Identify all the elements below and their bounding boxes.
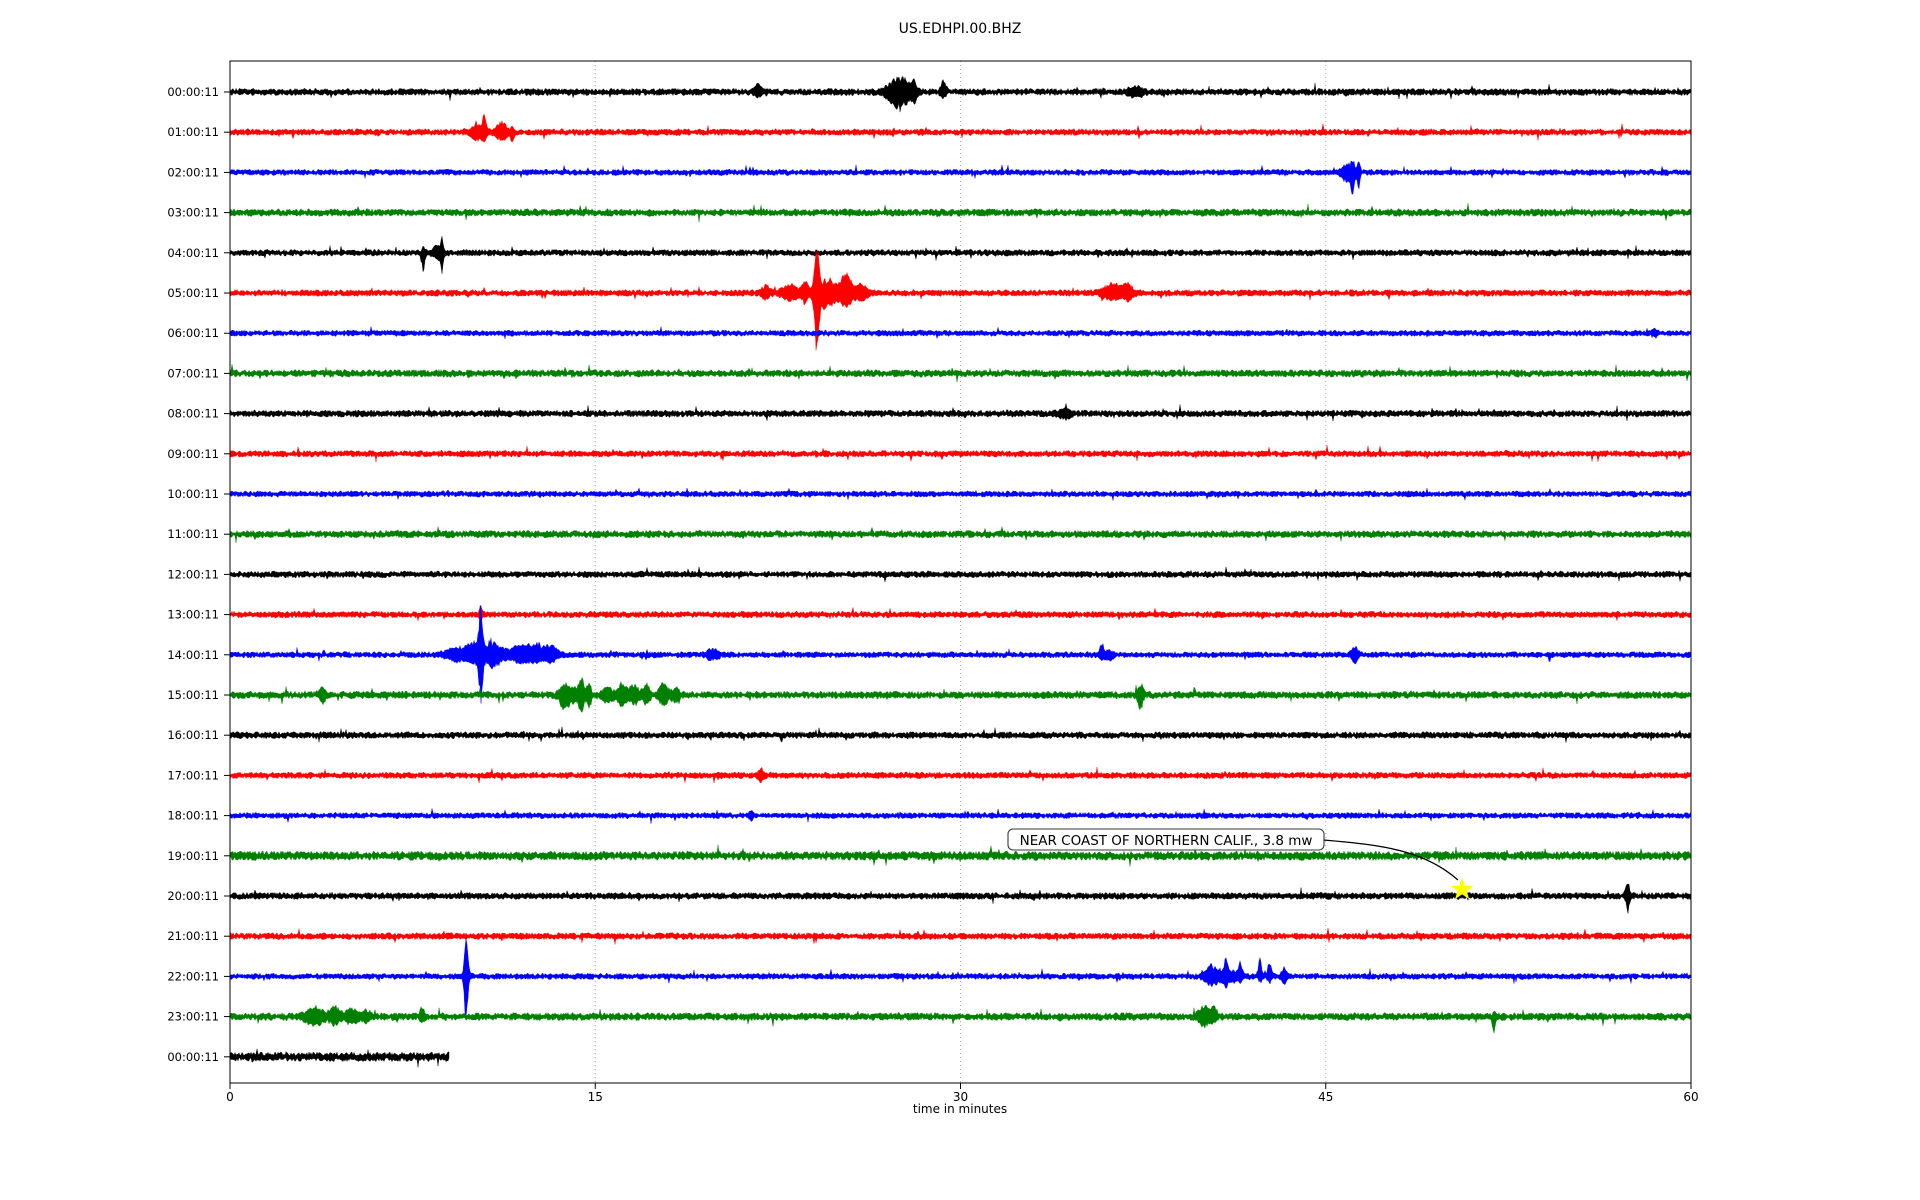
plot-frame xyxy=(229,60,1692,1084)
trace-row-14 xyxy=(229,605,1692,704)
trace-row-7 xyxy=(229,364,1692,383)
row-time-label: 06:00:11 xyxy=(167,326,219,340)
row-time-label: 23:00:11 xyxy=(167,1010,219,1024)
row-time-label: 05:00:11 xyxy=(167,286,219,300)
row-time-label: 03:00:11 xyxy=(167,206,219,220)
row-time-label: 13:00:11 xyxy=(167,608,219,622)
x-tick-label: 0 xyxy=(226,1090,234,1104)
row-time-label: 17:00:11 xyxy=(167,768,219,782)
row-time-label: 02:00:11 xyxy=(167,165,219,179)
x-tick-label: 60 xyxy=(1683,1090,1698,1104)
row-time-label: 11:00:11 xyxy=(167,527,219,541)
x-tick-label: 45 xyxy=(1318,1090,1333,1104)
trace-row-1 xyxy=(229,113,1692,143)
row-time-label: 00:00:11 xyxy=(167,85,219,99)
trace-row-8 xyxy=(229,403,1692,422)
row-time-label: 00:00:11 xyxy=(167,1050,219,1064)
row-time-label: 04:00:11 xyxy=(167,246,219,260)
trace-row-9 xyxy=(229,445,1692,463)
annotation-box xyxy=(1007,828,1325,851)
trace-row-24 xyxy=(229,1048,450,1068)
trace-row-13 xyxy=(229,606,1692,622)
annotation-arrow xyxy=(1322,839,1459,881)
row-time-label: 21:00:11 xyxy=(167,929,219,943)
row-time-label: 18:00:11 xyxy=(167,809,219,823)
trace-row-15 xyxy=(229,676,1692,713)
earthquake-annotation: NEAR COAST OF NORTHERN CALIF., 3.8 mw xyxy=(1007,828,1474,900)
trace-layer xyxy=(229,76,1692,1068)
trace-row-19 xyxy=(229,844,1692,867)
row-time-label: 08:00:11 xyxy=(167,407,219,421)
x-tick-label: 15 xyxy=(588,1090,603,1104)
row-time-label: 12:00:11 xyxy=(167,567,219,581)
chart-title: US.EDHPI.00.BHZ xyxy=(899,21,1022,37)
row-time-label: 19:00:11 xyxy=(167,849,219,863)
event-star-marker xyxy=(1450,877,1474,900)
row-time-label: 01:00:11 xyxy=(167,125,219,139)
row-time-label: 16:00:11 xyxy=(167,728,219,742)
trace-row-3 xyxy=(229,203,1692,223)
row-time-label: 10:00:11 xyxy=(167,487,219,501)
row-time-label: 14:00:11 xyxy=(167,648,219,662)
annotation-text: NEAR COAST OF NORTHERN CALIF., 3.8 mw xyxy=(1020,833,1313,849)
row-time-label: 07:00:11 xyxy=(167,366,219,380)
row-time-label: 20:00:11 xyxy=(167,889,219,903)
x-tick-label: 30 xyxy=(953,1090,968,1104)
trace-row-22 xyxy=(229,937,1692,1019)
row-time-label: 09:00:11 xyxy=(167,447,219,461)
row-time-label: 15:00:11 xyxy=(167,688,219,702)
x-axis-label: time in minutes xyxy=(913,1102,1007,1116)
axis-layer: 0 15 30 45 60 00:00:11 01:00:11 02:00:11 03:00:1… xyxy=(167,85,1698,1104)
row-time-label: 22:00:11 xyxy=(167,969,219,983)
trace-row-21 xyxy=(229,927,1692,945)
